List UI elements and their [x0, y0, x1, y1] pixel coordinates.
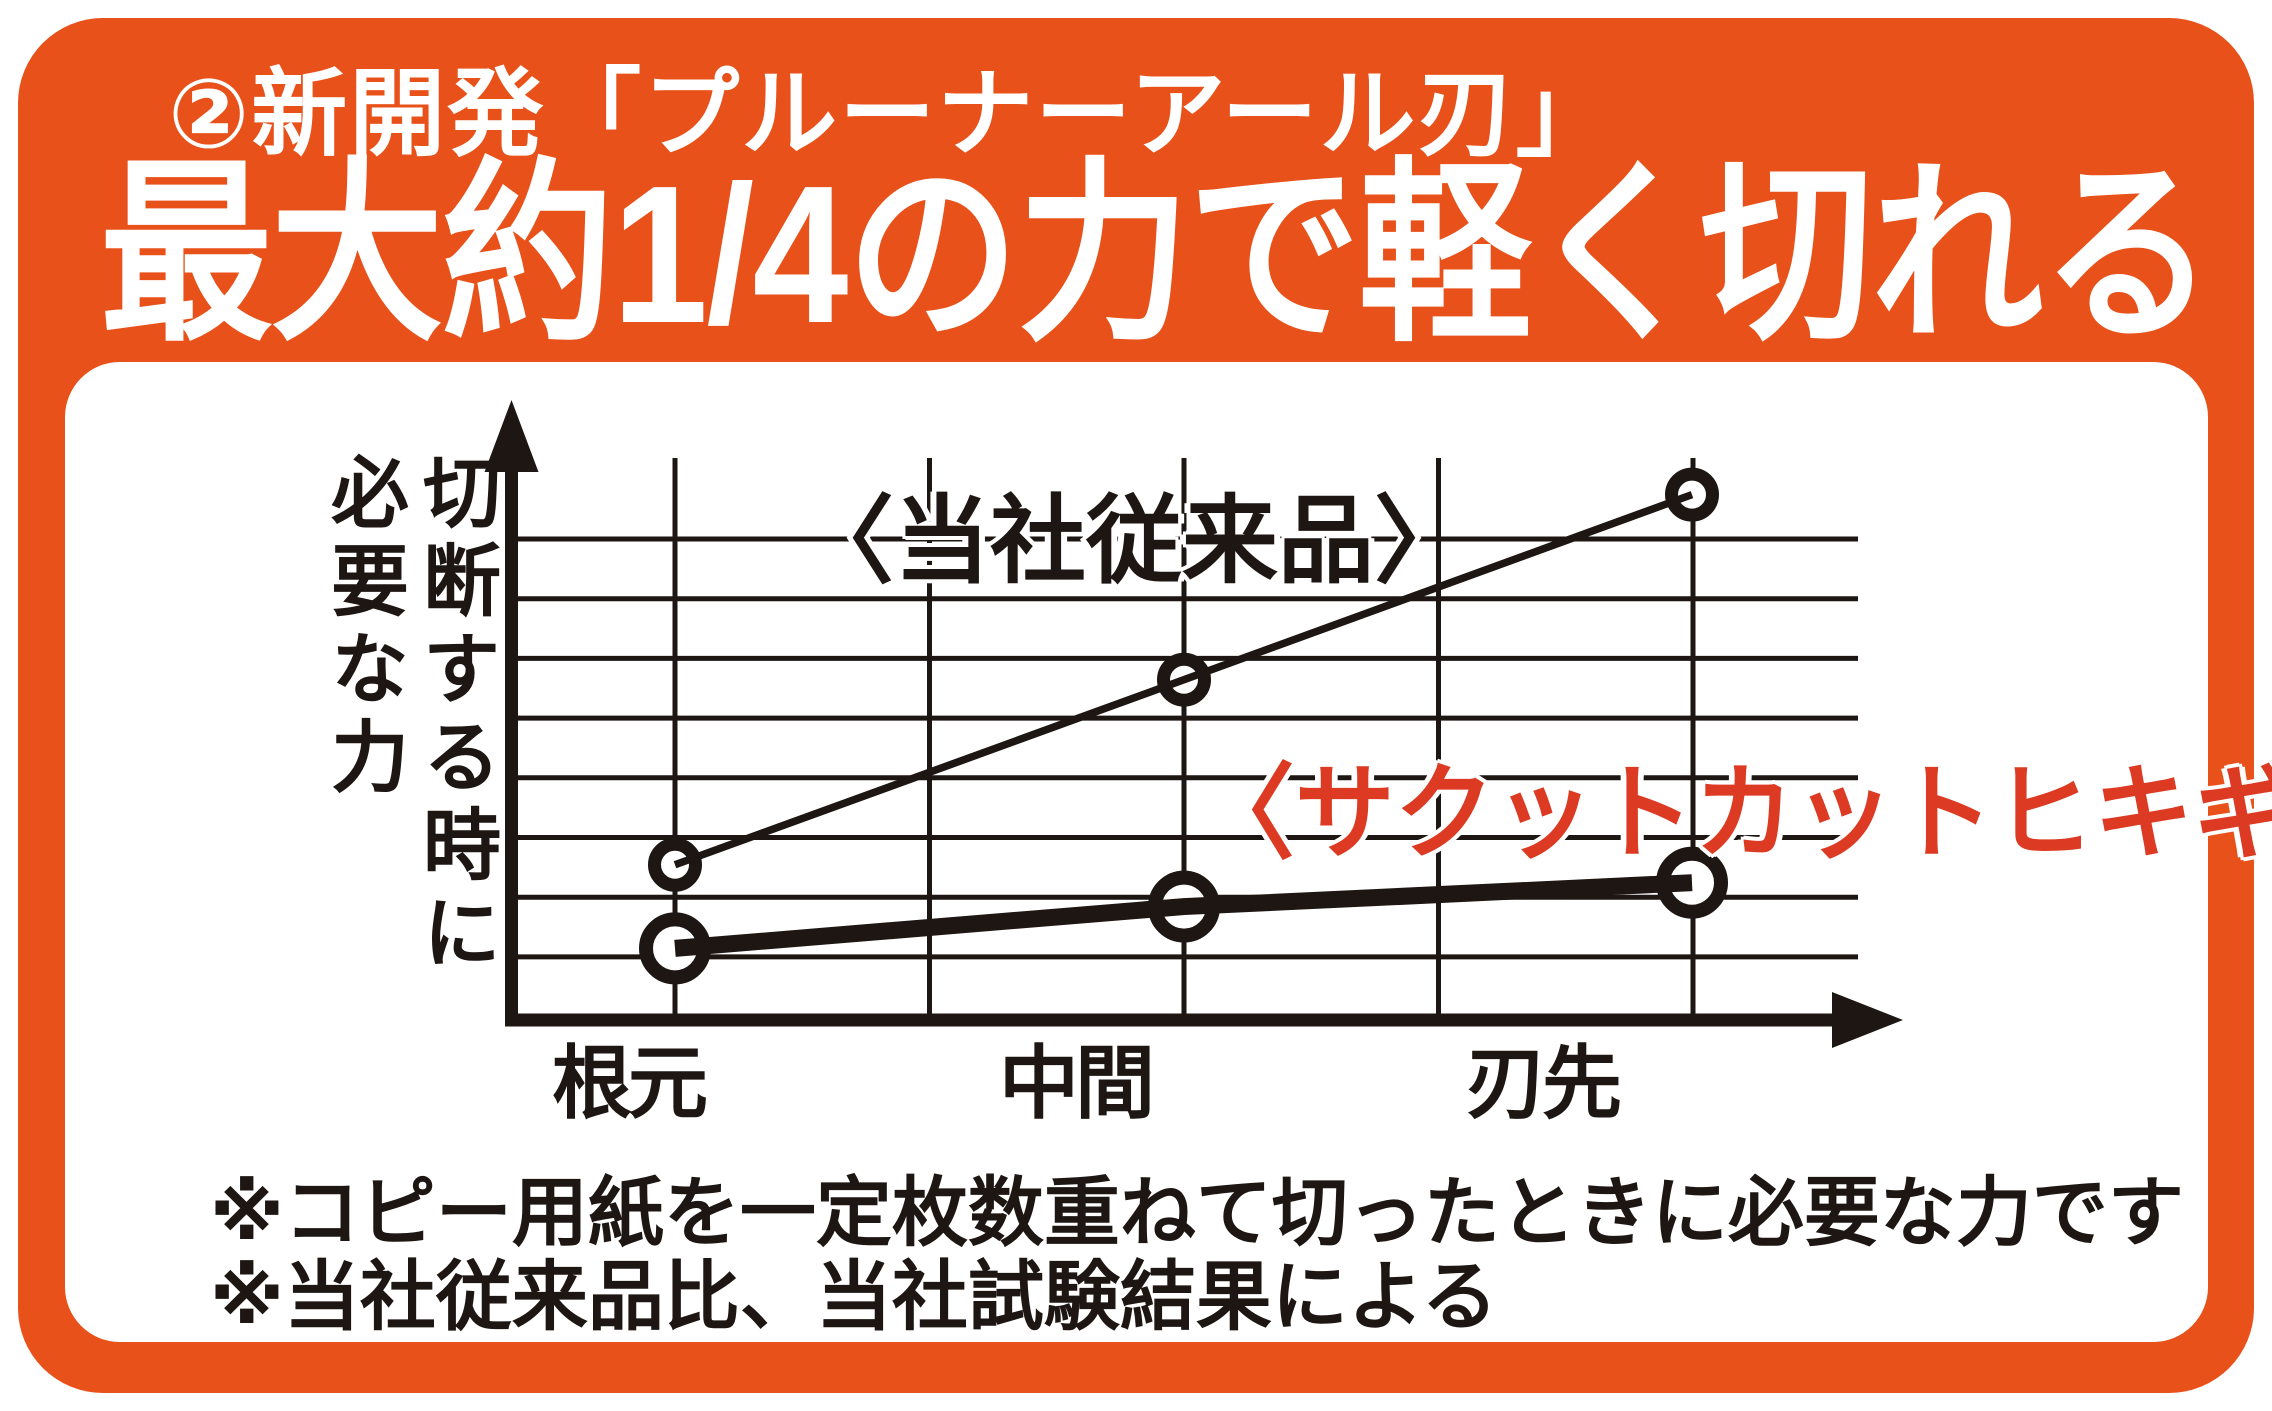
data-line-series-0 [673, 491, 1694, 869]
y-axis-line [505, 458, 518, 1027]
x-axis-line [505, 1013, 1834, 1027]
series-label-new-product: 〈サクットカットヒキギリ〉 [1195, 756, 2272, 872]
footnote-1: ※コピー用紙を一定枚数重ねて切ったときに必要な力です [210, 1171, 2184, 1256]
y-axis-label-col-1: 切断する時に [412, 452, 500, 980]
y-axis-arrow-icon [484, 400, 539, 472]
chart-panel [65, 362, 2208, 1342]
x-axis-arrow-icon [1832, 992, 1903, 1048]
x-axis-label-tip: 刃先 [1466, 1039, 1622, 1128]
y-axis-label-col-2: 必要な力 [320, 452, 408, 804]
footnotes: ※コピー用紙を一定枚数重ねて切ったときに必要な力です ※当社従来品比、当社試験結… [210, 1172, 2184, 1340]
page-subtitle: ②新開発「プルーナーアール刃」 [168, 61, 1614, 168]
x-axis-label-base: 根元 [552, 1039, 708, 1128]
page-title: 最大約1/4の力で軽く切れる [100, 145, 2214, 364]
y-axis-label: 切断する時に 必要な力 [318, 452, 502, 1032]
data-line-series-1 [674, 874, 1693, 957]
footnote-2: ※当社従来品比、当社試験結果による [210, 1255, 1498, 1340]
series-label-conventional: 〈当社従来品〉 [798, 488, 1470, 595]
x-axis-label-middle: 中間 [999, 1039, 1155, 1128]
